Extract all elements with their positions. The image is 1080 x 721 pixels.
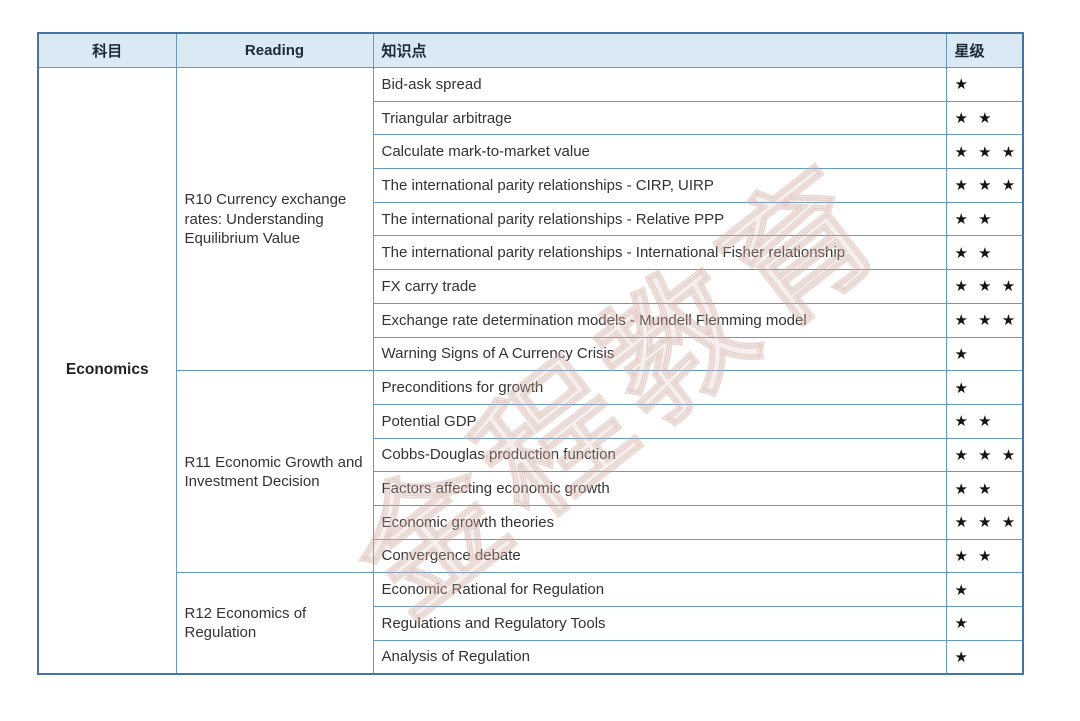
topic-cell: Bid-ask spread xyxy=(372,67,947,102)
topic-cell: Economic growth theories xyxy=(372,504,947,540)
topic-cell: Cobbs-Douglas production function xyxy=(372,437,947,473)
star-rating: ★ xyxy=(945,336,1024,372)
topic-cell: FX carry trade xyxy=(372,269,947,304)
table-row: The international parity relationships -… xyxy=(38,235,1024,271)
table-row: Regulations and Regulatory Tools ★ xyxy=(38,606,1024,641)
topic-cell: Regulations and Regulatory Tools xyxy=(372,606,947,641)
star-rating: ★ ★ ★ xyxy=(945,134,1024,170)
star-rating: ★ xyxy=(945,606,1024,641)
table-row: The international parity relationships -… xyxy=(38,168,1024,203)
topic-cell: The international parity relationships -… xyxy=(372,168,947,203)
topic-cell: Potential GDP xyxy=(372,403,947,439)
star-rating: ★ ★ ★ xyxy=(945,269,1024,304)
topic-cell: The international parity relationships -… xyxy=(372,235,947,271)
column-header-reading: Reading xyxy=(175,32,374,68)
topic-cell: Convergence debate xyxy=(372,538,947,574)
star-rating: ★ ★ ★ xyxy=(945,504,1024,540)
table-row: R11 Economic Growth and Investment Decis… xyxy=(38,370,1024,574)
subject-cell: Economics xyxy=(37,66,177,675)
reading-cell-r11: R11 Economic Growth and Investment Decis… xyxy=(175,370,374,574)
topic-cell: Factors affecting economic growth xyxy=(372,471,947,506)
table-row: Triangular arbitrage ★ ★ xyxy=(38,100,1024,136)
topic-cell: Preconditions for growth xyxy=(372,370,947,405)
knowledge-points-table: 科目 Reading 知识点 星级 Economics R10 Currency … xyxy=(37,32,1024,675)
table-header: 科目 Reading 知识点 星级 xyxy=(37,32,1024,68)
table-row: R12 Economics of Regulation Economic Rati… xyxy=(38,572,1024,675)
topic-cell: Analysis of Regulation xyxy=(372,639,947,675)
star-rating: ★ xyxy=(945,639,1024,675)
star-rating: ★ xyxy=(945,370,1024,405)
column-header-stars: 星级 xyxy=(945,32,1024,68)
table-row: The international parity relationships -… xyxy=(38,201,1024,237)
topic-cell: Economic Rational for Regulation xyxy=(372,572,947,607)
topic-cell: Calculate mark-to-market value xyxy=(372,134,947,170)
table-row: Convergence debate ★ ★ xyxy=(38,538,1024,574)
table-row: Economic growth theories ★ ★ ★ xyxy=(38,504,1024,540)
column-header-topic: 知识点 xyxy=(372,32,947,68)
table-row: Factors affecting economic growth ★ ★ xyxy=(38,471,1024,506)
table-body: Economics R10 Currency exchange rates: Un… xyxy=(37,66,1024,675)
column-header-subject: 科目 xyxy=(37,32,177,68)
star-rating: ★ ★ ★ xyxy=(945,168,1024,203)
table-row: Economics R10 Currency exchange rates: Un… xyxy=(37,66,1024,675)
star-rating: ★ ★ xyxy=(945,471,1024,506)
table-row: Potential GDP ★ ★ xyxy=(38,403,1024,439)
table-row: FX carry trade ★ ★ ★ xyxy=(38,269,1024,304)
topic-cell: Triangular arbitrage xyxy=(372,100,947,136)
star-rating: ★ ★ xyxy=(945,100,1024,136)
star-rating: ★ xyxy=(945,67,1024,102)
star-rating: ★ ★ xyxy=(945,403,1024,439)
topic-cell: The international parity relationships -… xyxy=(372,201,947,237)
table-row: Analysis of Regulation ★ xyxy=(38,639,1024,675)
star-rating: ★ ★ xyxy=(945,201,1024,237)
star-rating: ★ xyxy=(945,572,1024,607)
star-rating: ★ ★ ★ xyxy=(945,437,1024,473)
star-rating: ★ ★ ★ xyxy=(945,302,1024,338)
table-row: Warning Signs of A Currency Crisis ★ xyxy=(38,336,1024,372)
star-rating: ★ ★ xyxy=(945,235,1024,271)
table-row: Exchange rate determination models - Mun… xyxy=(38,302,1024,338)
reading-cell-r12: R12 Economics of Regulation xyxy=(175,572,374,675)
topic-cell: Warning Signs of A Currency Crisis xyxy=(372,336,947,372)
topic-cell: Exchange rate determination models - Mun… xyxy=(372,302,947,338)
header-row: 科目 Reading 知识点 星级 xyxy=(37,32,1024,68)
star-rating: ★ ★ xyxy=(945,538,1024,574)
reading-cell-r10: R10 Currency exchange rates: Understandi… xyxy=(175,66,374,372)
